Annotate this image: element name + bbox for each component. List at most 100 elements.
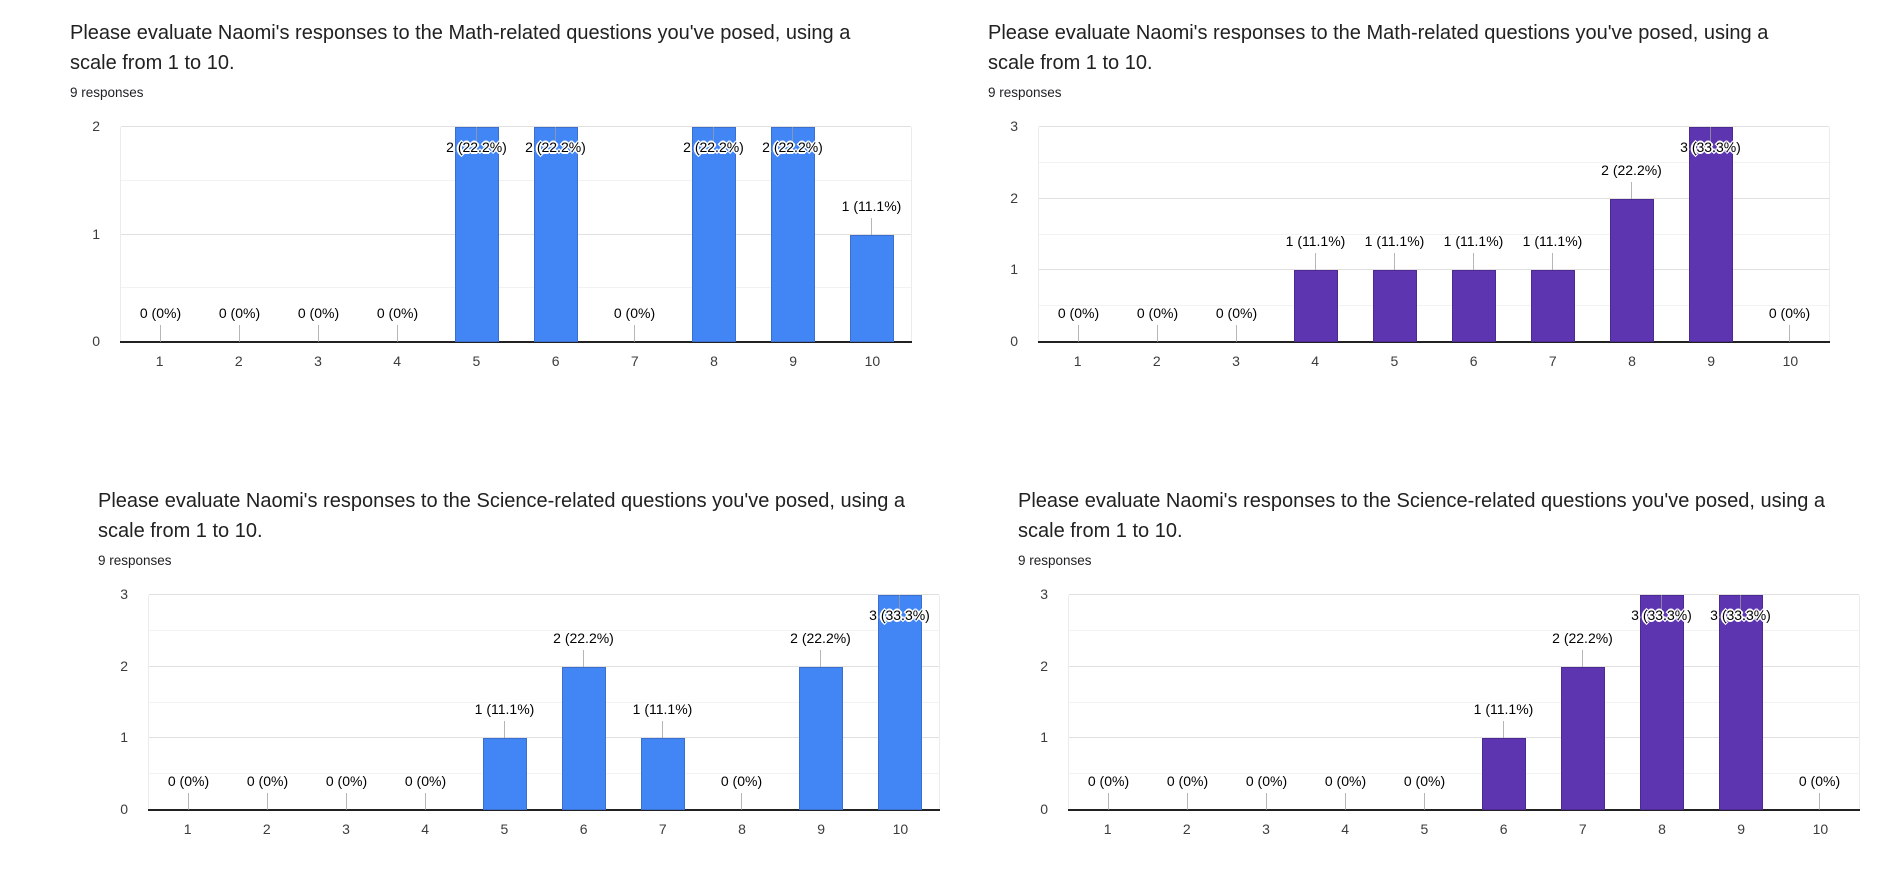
chart-panel-math-purple: Please evaluate Naomi's responses to the… bbox=[988, 18, 1848, 417]
x-tick-label: 1 bbox=[183, 821, 192, 837]
bar-value-label: 1 (11.1%) bbox=[1522, 233, 1583, 250]
label-leader-line bbox=[820, 649, 821, 667]
y-tick-label: 2 bbox=[1040, 657, 1048, 674]
gridline bbox=[1069, 737, 1859, 739]
label-leader-line bbox=[662, 721, 663, 739]
x-tick-label: 5 bbox=[472, 353, 481, 369]
gridline bbox=[121, 233, 911, 235]
label-leader-line bbox=[1552, 253, 1553, 271]
bar-value-label: 3 (33.3%) bbox=[1631, 607, 1692, 623]
gridline bbox=[1039, 305, 1829, 307]
label-leader-line bbox=[1078, 325, 1079, 342]
chart-title: Please evaluate Naomi's responses to the… bbox=[988, 22, 1769, 74]
label-leader-line bbox=[318, 325, 319, 342]
x-tick-label: 5 bbox=[1420, 821, 1429, 837]
y-tick-label: 0 bbox=[1040, 801, 1048, 817]
bar-value-label: 0 (0%) bbox=[218, 305, 261, 321]
gridline bbox=[1069, 594, 1859, 595]
label-leader-line bbox=[160, 325, 161, 342]
x-tick-label: 7 bbox=[630, 353, 639, 369]
x-axis-labels: 1 2 3 4 5 6 7 8 9 10 bbox=[120, 343, 912, 373]
label-leader-line bbox=[1789, 325, 1790, 342]
y-tick-label: 2 bbox=[120, 657, 128, 674]
gridline bbox=[121, 126, 911, 127]
x-tick-label: 2 bbox=[262, 821, 271, 837]
bar-value-label: 0 (0%) bbox=[1245, 773, 1288, 789]
x-tick-label: 7 bbox=[1548, 353, 1557, 369]
gridline bbox=[1039, 197, 1829, 199]
chart-title: Please evaluate Naomi's responses to the… bbox=[70, 22, 851, 74]
bar-value-label: 0 (0%) bbox=[1057, 305, 1100, 321]
bar-value-label: 1 (11.1%) bbox=[841, 197, 902, 214]
y-axis-labels: 0 1 2 3 bbox=[1018, 586, 1058, 817]
bar-value-label: 0 (0%) bbox=[1798, 773, 1841, 789]
bar-value-label: 0 (0%) bbox=[613, 305, 656, 321]
label-leader-line bbox=[583, 649, 584, 667]
bar-value-label: 2 (22.2%) bbox=[1601, 161, 1662, 178]
x-axis-line bbox=[148, 809, 940, 811]
x-tick-label: 2 bbox=[234, 353, 243, 369]
gridline bbox=[121, 179, 911, 181]
x-axis-line bbox=[120, 341, 912, 343]
label-leader-line bbox=[1473, 253, 1474, 271]
bar-value-label: 0 (0%) bbox=[246, 773, 289, 789]
bar-value-label: 1 (11.1%) bbox=[474, 701, 535, 718]
label-leader-line bbox=[425, 793, 426, 810]
gridline bbox=[1039, 126, 1829, 127]
gridline bbox=[1039, 269, 1829, 271]
label-leader-line bbox=[267, 793, 268, 810]
x-tick-label: 9 bbox=[789, 353, 798, 369]
bar-value-label: 3 (33.3%) bbox=[1710, 607, 1771, 623]
x-tick-label: 4 bbox=[393, 353, 402, 369]
y-tick-label: 2 bbox=[1010, 189, 1018, 206]
y-axis-labels: 0 1 2 bbox=[70, 118, 110, 349]
label-leader-line bbox=[634, 325, 635, 342]
bar-chart: 0 1 2 0 (0%) 0 (0%) 0 (0%) 0 (0%) 2 (22.2%) 2 (… bbox=[70, 118, 930, 417]
gridline bbox=[1069, 701, 1859, 703]
label-leader-line bbox=[346, 793, 347, 810]
label-leader-line bbox=[239, 325, 240, 342]
label-leader-line bbox=[1315, 253, 1316, 271]
label-leader-line bbox=[1819, 793, 1820, 810]
bar-value-label: 2 (22.2%) bbox=[525, 139, 586, 155]
bar bbox=[1688, 127, 1733, 342]
label-leader-line bbox=[1424, 793, 1425, 810]
bar bbox=[482, 738, 527, 810]
bar bbox=[770, 127, 815, 342]
x-axis-labels: 1 2 3 4 5 6 7 8 9 10 bbox=[1068, 811, 1860, 841]
label-leader-line bbox=[871, 217, 872, 235]
bar-value-label: 3 (33.3%) bbox=[1680, 139, 1741, 155]
label-leader-line bbox=[1345, 793, 1346, 810]
label-leader-line bbox=[1266, 793, 1267, 810]
x-tick-label: 8 bbox=[738, 821, 746, 837]
chart-panel-science-blue: Please evaluate Naomi's responses to the… bbox=[98, 486, 958, 885]
x-tick-label: 9 bbox=[1707, 353, 1716, 369]
label-leader-line bbox=[1710, 127, 1711, 142]
x-tick-label: 3 bbox=[1232, 353, 1240, 369]
label-leader-line bbox=[792, 127, 793, 142]
x-tick-label: 8 bbox=[1658, 821, 1666, 837]
x-tick-label: 8 bbox=[710, 353, 718, 369]
bar-value-label: 0 (0%) bbox=[1166, 773, 1209, 789]
x-tick-label: 3 bbox=[1262, 821, 1270, 837]
y-tick-label: 0 bbox=[92, 333, 100, 349]
bar bbox=[798, 666, 843, 810]
x-tick-label: 6 bbox=[579, 821, 588, 837]
x-tick-label: 1 bbox=[1073, 353, 1082, 369]
x-tick-label: 10 bbox=[892, 821, 909, 837]
gridline bbox=[149, 773, 939, 775]
bar bbox=[877, 595, 922, 810]
x-tick-label: 2 bbox=[1182, 821, 1191, 837]
gridline bbox=[149, 629, 939, 631]
y-tick-label: 1 bbox=[1040, 729, 1048, 746]
x-tick-label: 3 bbox=[314, 353, 322, 369]
bar-value-label: 0 (0%) bbox=[325, 773, 368, 789]
label-leader-line bbox=[1236, 325, 1237, 342]
bar-value-label: 2 (22.2%) bbox=[683, 139, 744, 155]
bar bbox=[691, 127, 736, 342]
responses-count: 9 responses bbox=[98, 553, 172, 568]
bar-chart: 0 1 2 3 0 (0%) 0 (0%) 0 (0%) 0 (0%) 1 (11.1%) 2 … bbox=[98, 586, 958, 885]
x-tick-label: 7 bbox=[658, 821, 667, 837]
gridline bbox=[1069, 773, 1859, 775]
x-tick-label: 5 bbox=[500, 821, 509, 837]
